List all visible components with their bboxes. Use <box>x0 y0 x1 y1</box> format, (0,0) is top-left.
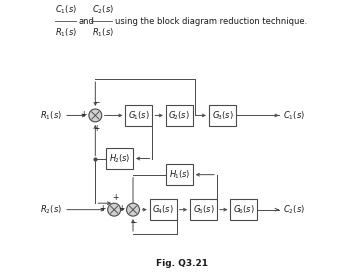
Text: −: − <box>93 98 99 107</box>
Text: $C_1(s)$: $C_1(s)$ <box>283 109 305 122</box>
Text: $C_1(s)$: $C_1(s)$ <box>55 3 78 16</box>
Bar <box>166 164 193 185</box>
Text: +: + <box>80 110 87 119</box>
Text: $C_2(s)$: $C_2(s)$ <box>283 203 305 216</box>
Text: +: + <box>112 193 118 202</box>
Text: $R_1(s)$: $R_1(s)$ <box>40 109 62 122</box>
Text: $G_{\!5}(s)$: $G_{\!5}(s)$ <box>193 203 214 216</box>
Text: +: + <box>93 124 99 132</box>
Text: $H_{\!2}(s)$: $H_{\!2}(s)$ <box>109 152 130 165</box>
Bar <box>209 105 236 126</box>
Text: Fig. Q3.21: Fig. Q3.21 <box>156 258 208 268</box>
Circle shape <box>108 203 120 216</box>
Bar <box>106 148 133 169</box>
Text: +: + <box>118 204 124 213</box>
Text: $G_{\!4}(s)$: $G_{\!4}(s)$ <box>152 203 174 216</box>
Text: +: + <box>99 204 106 213</box>
Circle shape <box>89 109 102 122</box>
Text: $R_1(s)$: $R_1(s)$ <box>55 27 78 39</box>
Bar <box>166 105 193 126</box>
Text: $C_2(s)$: $C_2(s)$ <box>92 3 114 16</box>
Text: −: − <box>131 218 137 227</box>
Text: $G_{\!6}(s)$: $G_{\!6}(s)$ <box>233 203 255 216</box>
Bar <box>150 199 177 220</box>
Text: $R_1(s)$: $R_1(s)$ <box>92 27 114 39</box>
Text: $H_{\!1}(s)$: $H_{\!1}(s)$ <box>169 168 190 181</box>
Text: $G_{\!2}(s)$: $G_{\!2}(s)$ <box>169 109 190 122</box>
Text: $G_{\!3}(s)$: $G_{\!3}(s)$ <box>211 109 233 122</box>
Text: $R_2(s)$: $R_2(s)$ <box>40 203 62 216</box>
Bar <box>230 199 257 220</box>
Bar <box>126 105 153 126</box>
Text: and: and <box>78 17 94 26</box>
Circle shape <box>127 203 139 216</box>
Bar <box>190 199 217 220</box>
Text: $G_{\!1}(s)$: $G_{\!1}(s)$ <box>128 109 150 122</box>
Text: using the block diagram reduction technique.: using the block diagram reduction techni… <box>115 17 308 26</box>
